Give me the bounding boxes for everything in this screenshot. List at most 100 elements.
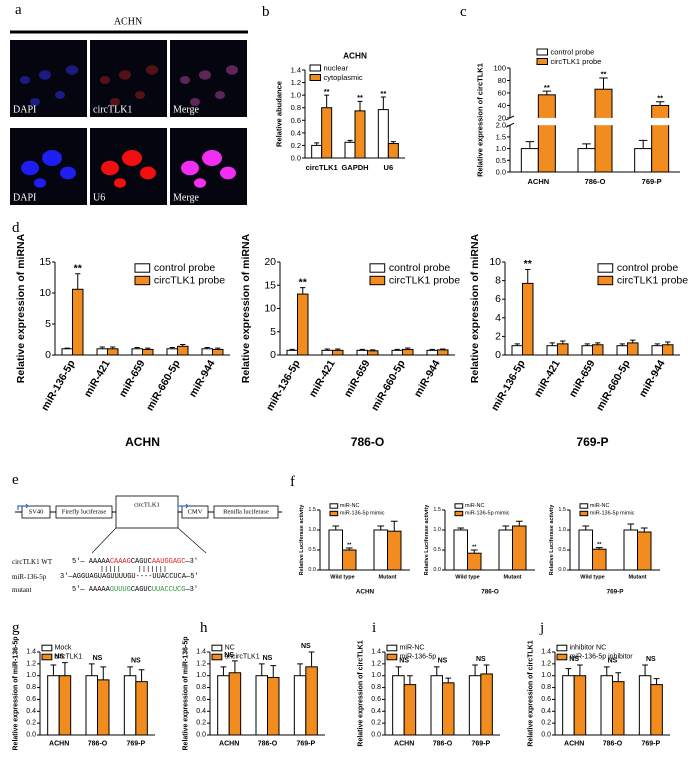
y-tick-label: 10 (489, 256, 501, 268)
y-tick-label: 0.0 (541, 732, 551, 739)
error-bar (560, 340, 566, 344)
bar (637, 531, 652, 571)
x-tick-label: miR-660-5p (594, 358, 633, 413)
bar (342, 549, 357, 571)
error-bar (314, 142, 320, 146)
y-tick-label: 1.4 (371, 649, 381, 656)
legend-label: miR-NC (340, 503, 360, 509)
x-tick-label: 769-P (296, 741, 315, 748)
error-bar (565, 668, 572, 676)
bar (402, 348, 414, 356)
mirna-seq: 3'—AGGUAGUAGUUUUGU----UUACCUCA—5' (60, 573, 199, 581)
legend-swatch (309, 74, 321, 81)
x-tick-label: Mutant (503, 575, 521, 581)
error-bar (377, 525, 385, 530)
y-tick-label: 1.2 (291, 78, 301, 87)
error-bar (345, 547, 353, 550)
error-bar (595, 342, 601, 345)
legend-label: nuclear (324, 64, 349, 73)
error-bar (515, 520, 523, 526)
significance: ** (324, 87, 330, 96)
panel-label: j (539, 620, 544, 636)
error-bar (110, 346, 116, 349)
error-bar (655, 101, 665, 106)
legend-label: miR-NC (400, 645, 425, 652)
bar (594, 88, 613, 173)
error-bar (502, 525, 510, 530)
legend-label: shcircTLK1 (225, 654, 260, 661)
bar (480, 673, 493, 736)
element-label: SV40 (29, 509, 44, 516)
x-axis-label: 769-P (607, 589, 624, 596)
x-tick-label: miR-944 (637, 358, 668, 400)
x-tick-label: 786-O (88, 741, 108, 748)
y-tick-label: 15 (264, 279, 276, 291)
x-tick-label: 786-O (585, 177, 606, 186)
bar (511, 345, 523, 356)
bar (581, 345, 593, 356)
seq-label: miR-136-5p (12, 573, 47, 581)
error-bar (665, 341, 671, 345)
x-axis-label: 786-O (481, 589, 499, 596)
error-bar (75, 273, 81, 290)
error-bar (390, 141, 396, 144)
bar (634, 148, 653, 173)
y-tick-label: 0.6 (291, 116, 301, 125)
element-label: CMV (188, 509, 203, 516)
error-bar (347, 139, 353, 143)
cell (110, 98, 120, 106)
legend-swatch (536, 48, 548, 56)
y-tick-label: 0.0 (496, 168, 506, 177)
y-tick-label: 1.2 (541, 660, 551, 667)
bar (616, 345, 628, 356)
y-tick-label: 0.6 (196, 696, 206, 703)
cell (181, 160, 199, 176)
bar (392, 675, 405, 736)
bar (627, 342, 639, 356)
significance: ** (524, 258, 533, 270)
bar (373, 529, 388, 571)
bar (577, 148, 596, 173)
y-tick-label: 0.4 (291, 128, 301, 137)
error-bar (62, 662, 68, 676)
bar (305, 666, 318, 736)
y-tick-label: 0.5 (433, 547, 441, 553)
error-bar (300, 287, 306, 295)
error-bar (577, 664, 583, 676)
error-bar (232, 660, 238, 673)
cell (146, 65, 158, 75)
seq-part: AAUGGAGC (152, 558, 186, 566)
error-bar (642, 664, 648, 676)
legend-label: miR-136-5p inhibitor (570, 654, 634, 661)
bar (546, 345, 558, 356)
bar (430, 675, 443, 736)
cell (226, 65, 238, 75)
bar (131, 348, 143, 356)
y-tick-label: 0.0 (433, 567, 441, 573)
bar (212, 348, 224, 356)
y-tick-label: 0 (495, 349, 501, 361)
x-tick-label: miR-659 (567, 358, 598, 400)
legend-swatch (329, 503, 339, 509)
group-label: NS (399, 658, 409, 665)
bar (387, 530, 402, 571)
micro-label: circTLK1 (93, 105, 132, 116)
legend-label: circTLK1 probe (154, 275, 225, 287)
y-axis-label: Relative expression of miR-136-5p (13, 637, 20, 751)
bar (321, 349, 333, 356)
error-bar (514, 343, 520, 346)
x-axis-label: ACHN (125, 435, 160, 449)
x-tick-label: miR-136-5p (489, 358, 528, 413)
y-tick-label: 0.4 (26, 708, 36, 715)
legend-label: inhibitor NC (570, 645, 607, 652)
bar (592, 344, 604, 356)
y-tick-label: 0 (45, 349, 51, 361)
y-tick-label: 1.0 (496, 144, 506, 153)
error-bar (99, 346, 105, 349)
cell (34, 178, 46, 188)
seq-label: circTLK1 WT (12, 558, 53, 566)
significance: ** (347, 542, 352, 548)
y-tick-label: 2 (495, 330, 501, 342)
y-tick-label: 1.4 (26, 649, 36, 656)
